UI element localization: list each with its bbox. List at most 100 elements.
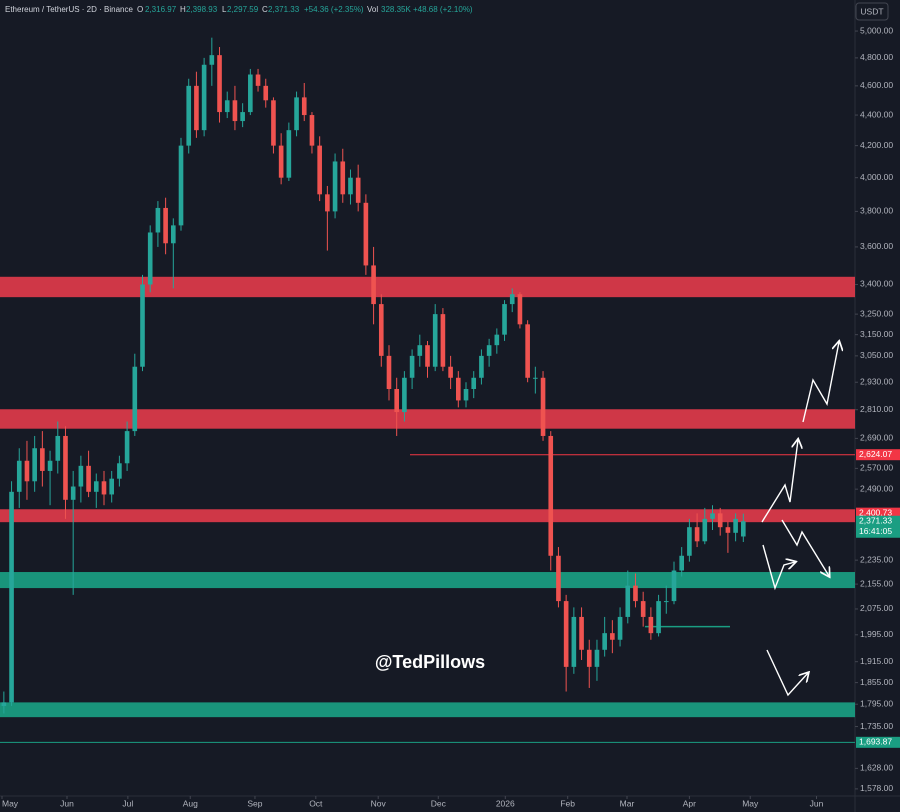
zone (0, 572, 855, 589)
arrow (761, 440, 798, 523)
currency[interactable]: USDT (860, 6, 883, 16)
candle-body (348, 177, 353, 195)
arrow (766, 649, 808, 697)
candle-body (741, 521, 746, 537)
candle-body (717, 513, 723, 528)
y-tick-label: 5,000.00 (860, 25, 893, 35)
candle-body (325, 194, 330, 212)
y-tick-label: 2,690.00 (860, 433, 893, 443)
candle-body (440, 314, 446, 367)
low: 2,297.59 (227, 5, 259, 14)
candle-body (255, 74, 261, 86)
candle-body (294, 97, 299, 131)
y-tick-label: 4,000.00 (860, 172, 893, 182)
candle-body (217, 55, 222, 113)
y-tick-label: 1,915.00 (860, 656, 893, 666)
candle-body (224, 100, 230, 113)
candle-body (710, 513, 715, 519)
y-tick-label: 1,855.00 (860, 677, 893, 687)
candle-body (417, 345, 423, 356)
candle-body (232, 100, 238, 122)
candle-body (278, 145, 284, 178)
candle-body (548, 435, 554, 556)
candle-body (617, 616, 623, 640)
candle-body (201, 64, 207, 131)
candle-body (733, 518, 738, 533)
candle-body (432, 314, 438, 367)
candle-body (602, 633, 607, 650)
candle-body (517, 294, 523, 325)
price-label: 1,693.87 (859, 737, 892, 747)
candle-body (533, 377, 538, 379)
zone (0, 509, 855, 523)
candle-body (340, 161, 346, 195)
candle-body (479, 355, 484, 378)
candle-body (525, 324, 530, 378)
candle-body (140, 284, 145, 367)
price-label-box (856, 736, 900, 748)
candle-body (586, 649, 592, 667)
close: 2,371.33 (268, 5, 300, 14)
y-tick-label: 2,810.00 (860, 404, 893, 414)
x-tick-label: Aug (183, 798, 198, 808)
candle-body (509, 294, 515, 305)
y-tick-label: 1,735.00 (860, 721, 893, 731)
candle-body (178, 145, 184, 226)
candle-body (132, 366, 138, 432)
y-tick-label: 3,250.00 (860, 308, 893, 318)
y-tick-label: 2,075.00 (860, 603, 893, 613)
x-tick-label: May (742, 798, 759, 808)
candle-body (16, 460, 22, 492)
candle-body (402, 377, 407, 413)
x-tick-label: Sep (247, 798, 262, 808)
candle-body (317, 145, 322, 195)
candles (1, 37, 746, 714)
candle-body (78, 465, 84, 487)
x-tick-label: Oct (309, 798, 323, 808)
candle-body (101, 481, 107, 495)
volume-label: Vol (367, 5, 378, 14)
candle-body (147, 232, 153, 285)
candle-body (109, 478, 114, 495)
candle-body (409, 355, 415, 378)
x-tick-label: 2026 (496, 798, 515, 808)
candle-body (263, 85, 269, 101)
candle-body (448, 366, 453, 378)
y-tick-label: 2,930.00 (860, 376, 893, 386)
candle-body (725, 527, 731, 533)
price-label-time: 16:41:05 (859, 526, 892, 536)
zone (0, 276, 855, 298)
y-tick-label: 4,800.00 (860, 52, 893, 62)
candle-body (687, 527, 692, 556)
candle-body (47, 460, 53, 471)
candle-body (702, 518, 708, 542)
candle-body (556, 555, 561, 602)
y-tick-label: 3,150.00 (860, 329, 893, 339)
candle-body (456, 377, 461, 401)
candle-body (24, 460, 30, 482)
y-tick-label: 2,490.00 (860, 483, 893, 493)
candle-body (486, 345, 492, 356)
candle-body (371, 265, 376, 305)
price-label: 2,400.73 (859, 507, 892, 517)
arrows (761, 342, 839, 697)
candle-body (9, 491, 14, 703)
candle-body (240, 112, 245, 122)
arrow (762, 544, 795, 591)
candle-body (32, 448, 37, 482)
x-tick-label: Apr (683, 798, 696, 808)
candle-body (378, 304, 384, 356)
candle-body (155, 207, 161, 233)
candle-body (494, 334, 500, 346)
candle-body (209, 55, 215, 65)
candle-body (579, 616, 584, 650)
currency-button[interactable] (855, 2, 889, 21)
candle-body (332, 161, 338, 212)
candle-body (471, 377, 477, 390)
candle-body (425, 345, 430, 367)
candle-body (363, 202, 369, 266)
close-label: C (262, 5, 268, 14)
candle-body (394, 389, 399, 413)
price-label-box (856, 449, 900, 461)
y-tick-label: 3,050.00 (860, 350, 893, 360)
